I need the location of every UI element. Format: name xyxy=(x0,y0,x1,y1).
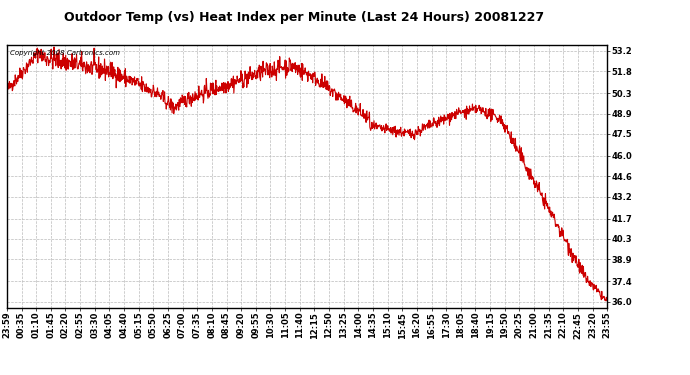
Text: Outdoor Temp (vs) Heat Index per Minute (Last 24 Hours) 20081227: Outdoor Temp (vs) Heat Index per Minute … xyxy=(63,11,544,24)
Text: Copyright 2008 Cartronics.com: Copyright 2008 Cartronics.com xyxy=(10,50,120,56)
